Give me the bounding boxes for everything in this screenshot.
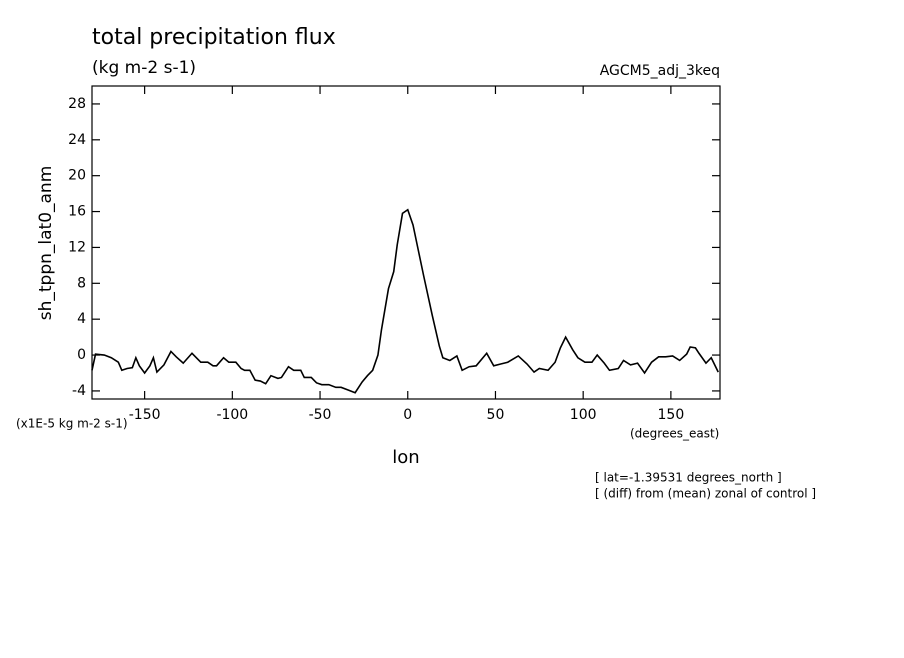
y-tick-label: 28 bbox=[68, 96, 86, 112]
x-axis-label: lon bbox=[392, 447, 419, 468]
x-tick-label: 50 bbox=[487, 407, 505, 423]
y-tick-label: 4 bbox=[77, 311, 86, 327]
x-tick-label: 0 bbox=[403, 407, 412, 423]
x-tick-label: 100 bbox=[570, 407, 597, 423]
chart-subtitle: (kg m-2 s-1) bbox=[92, 58, 196, 78]
y-units: (x1E-5 kg m-2 s-1) bbox=[16, 417, 128, 431]
plot-frame bbox=[91, 85, 721, 400]
data-line bbox=[91, 208, 719, 394]
dataset-label: AGCM5_adj_3keq bbox=[600, 63, 720, 79]
annotation: [ lat=-1.39531 degrees_north ] bbox=[595, 471, 782, 485]
y-tick-label: 24 bbox=[68, 132, 86, 148]
y-tick-label: 16 bbox=[68, 204, 86, 220]
y-tick-label: 8 bbox=[77, 275, 86, 291]
x-tick-label: 150 bbox=[658, 407, 685, 423]
y-axis-label: sh_tppn_lat0_anm bbox=[36, 166, 56, 321]
x-tick-label: -50 bbox=[309, 407, 332, 423]
y-tick-label: -4 bbox=[72, 383, 86, 399]
y-tick-label: 0 bbox=[77, 347, 86, 363]
chart-title: total precipitation flux bbox=[92, 25, 336, 50]
y-tick-label: 12 bbox=[68, 239, 86, 255]
x-tick-label: -100 bbox=[216, 407, 248, 423]
y-tick-label: 20 bbox=[68, 168, 86, 184]
x-units: (degrees_east) bbox=[630, 427, 719, 441]
annotation: [ (diff) from (mean) zonal of control ] bbox=[595, 487, 816, 501]
x-tick-label: -150 bbox=[129, 407, 161, 423]
